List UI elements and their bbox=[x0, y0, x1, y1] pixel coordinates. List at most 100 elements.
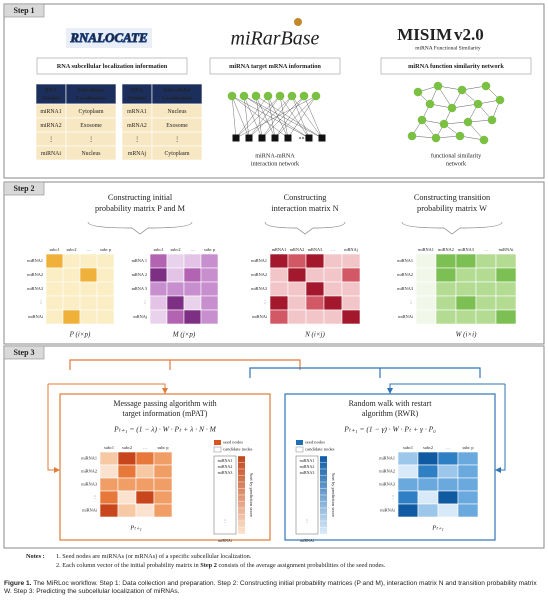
mrna-node bbox=[271, 134, 279, 142]
similarity-node bbox=[439, 119, 449, 129]
flow-line bbox=[69, 359, 301, 370]
similarity-node bbox=[447, 103, 457, 113]
matrix-cell bbox=[166, 267, 185, 283]
similarity-node bbox=[425, 99, 435, 109]
matrix-cell bbox=[99, 503, 119, 518]
matrix-cell bbox=[415, 309, 437, 325]
matrix-cell bbox=[269, 253, 289, 269]
matrix-cell bbox=[183, 281, 202, 297]
matrix-row-label: miRNA3 bbox=[251, 286, 267, 291]
network-edge bbox=[243, 95, 263, 139]
matrix-row-label: mRNAj bbox=[133, 314, 147, 319]
note-items: 1. Seed nodes are miRNAs (or mRNAs) of a… bbox=[56, 552, 536, 570]
matrix-cell bbox=[135, 477, 155, 492]
matrix-cell bbox=[96, 295, 115, 311]
matrix-row-label: miRNA1 bbox=[397, 258, 413, 263]
note-item: 2. Each column vector of the initial pro… bbox=[56, 561, 536, 570]
network-edge bbox=[231, 95, 237, 139]
matrix-caption: W (i×i) bbox=[456, 331, 478, 339]
matrix-cell bbox=[323, 253, 343, 269]
matrix-cell bbox=[457, 464, 479, 479]
table-header: Subcellular bbox=[163, 87, 191, 93]
matrix-cell bbox=[183, 295, 202, 311]
method-formula: Pₜ₊₁ = (1 − γ) · W · Pₜ + γ · P₀ bbox=[343, 425, 436, 434]
matrix-col-label: subc2 bbox=[170, 247, 180, 252]
network-label: miRNA-mRNA bbox=[255, 152, 295, 159]
matrix-cell bbox=[435, 253, 457, 269]
figure-caption: Figure 1. The MiRLoc workflow. Step 1: D… bbox=[4, 580, 544, 597]
matrix-cell bbox=[62, 309, 81, 325]
matrix-cell bbox=[417, 451, 439, 466]
matrix-cell bbox=[149, 281, 168, 297]
matrix-cell bbox=[475, 253, 497, 269]
notes-label: Notes : bbox=[26, 553, 45, 560]
step2-heading: probability matrix P and M bbox=[95, 204, 186, 213]
table-header: Subcellular bbox=[77, 87, 105, 93]
legend-swatch bbox=[296, 440, 303, 445]
matrix-cell bbox=[117, 464, 137, 479]
matrix-cell bbox=[269, 309, 289, 325]
matrix-cell bbox=[269, 267, 289, 283]
table-cell-text: mRNA1 bbox=[127, 109, 147, 115]
matrix-cell bbox=[455, 267, 477, 283]
matrix-col-label: subc2 bbox=[66, 247, 76, 252]
table-cell-text: ⋮ bbox=[174, 137, 180, 143]
matrix-col-label: subc2 bbox=[423, 445, 433, 450]
network-label: network bbox=[446, 160, 467, 167]
similarity-node bbox=[495, 95, 505, 105]
matrix-cell bbox=[417, 464, 439, 479]
matrix-col-label: subc2 bbox=[122, 445, 132, 450]
matrix-cell bbox=[117, 477, 137, 492]
matrix-cell bbox=[341, 281, 361, 297]
ranked-item: ⋮ bbox=[223, 518, 227, 523]
matrix-cell bbox=[135, 464, 155, 479]
table-cell-text: mRNAj bbox=[128, 151, 147, 157]
similarity-node bbox=[457, 85, 467, 95]
network-edge bbox=[261, 95, 293, 139]
flow-arrow bbox=[48, 383, 168, 394]
matrix-cell bbox=[495, 309, 517, 325]
network-edge bbox=[235, 95, 281, 139]
network-edge bbox=[248, 95, 293, 139]
flow-line bbox=[249, 367, 481, 378]
matrix-cell bbox=[287, 295, 307, 311]
matrix-cell bbox=[153, 490, 173, 505]
ellipsis-dot bbox=[299, 137, 301, 139]
matrix-cell bbox=[455, 295, 477, 311]
matrix-cell bbox=[79, 267, 98, 283]
table-cell-text: Nucleus bbox=[82, 151, 102, 157]
matrix-row-label: miRNA2 bbox=[379, 468, 395, 473]
mirna-node bbox=[299, 91, 309, 101]
matrix-cell bbox=[341, 295, 361, 311]
caption-label: Figure 1. bbox=[4, 580, 32, 587]
table-header: Symbol bbox=[128, 95, 146, 101]
info-caption: miRNA function similarity network bbox=[408, 63, 504, 70]
matrix-row-label: miRNA1 bbox=[27, 258, 43, 263]
sort-label: Sort by prediction score bbox=[249, 473, 254, 517]
matrix-row-label: miRNAi bbox=[380, 507, 396, 512]
matrix-row-label: miRNAi bbox=[398, 314, 414, 319]
matrix-row-label: miRNA1 bbox=[251, 258, 267, 263]
matrix-cell bbox=[435, 267, 457, 283]
table-cell-text: mRNA2 bbox=[127, 123, 147, 129]
matrix-col-label: subc1 bbox=[49, 247, 59, 252]
step2-heading: Constructing transition bbox=[414, 193, 491, 202]
matrix-cell bbox=[415, 281, 437, 297]
note-item: 1. Seed nodes are miRNAs (or mRNAs) of a… bbox=[56, 552, 536, 561]
matrix-col-label: mRNA3 bbox=[308, 247, 323, 252]
flow-arrow bbox=[47, 384, 60, 473]
matrix-cell bbox=[397, 503, 419, 518]
matrix-cell bbox=[99, 477, 119, 492]
matrix-col-label: subc p bbox=[157, 445, 168, 450]
matrix-cell bbox=[475, 281, 497, 297]
matrix-col-label: subc p bbox=[462, 445, 473, 450]
matrix-col-label: subc1 bbox=[403, 445, 413, 450]
table-cell-text: Exosome bbox=[80, 123, 102, 129]
matrix-row-label: miRNA3 bbox=[379, 481, 395, 486]
similarity-node bbox=[433, 81, 443, 91]
step-label: Step 1 bbox=[13, 6, 34, 15]
ellipsis-dot bbox=[305, 137, 307, 139]
network-edge bbox=[255, 95, 263, 139]
network-edge bbox=[291, 95, 323, 139]
network-edge bbox=[231, 95, 289, 139]
